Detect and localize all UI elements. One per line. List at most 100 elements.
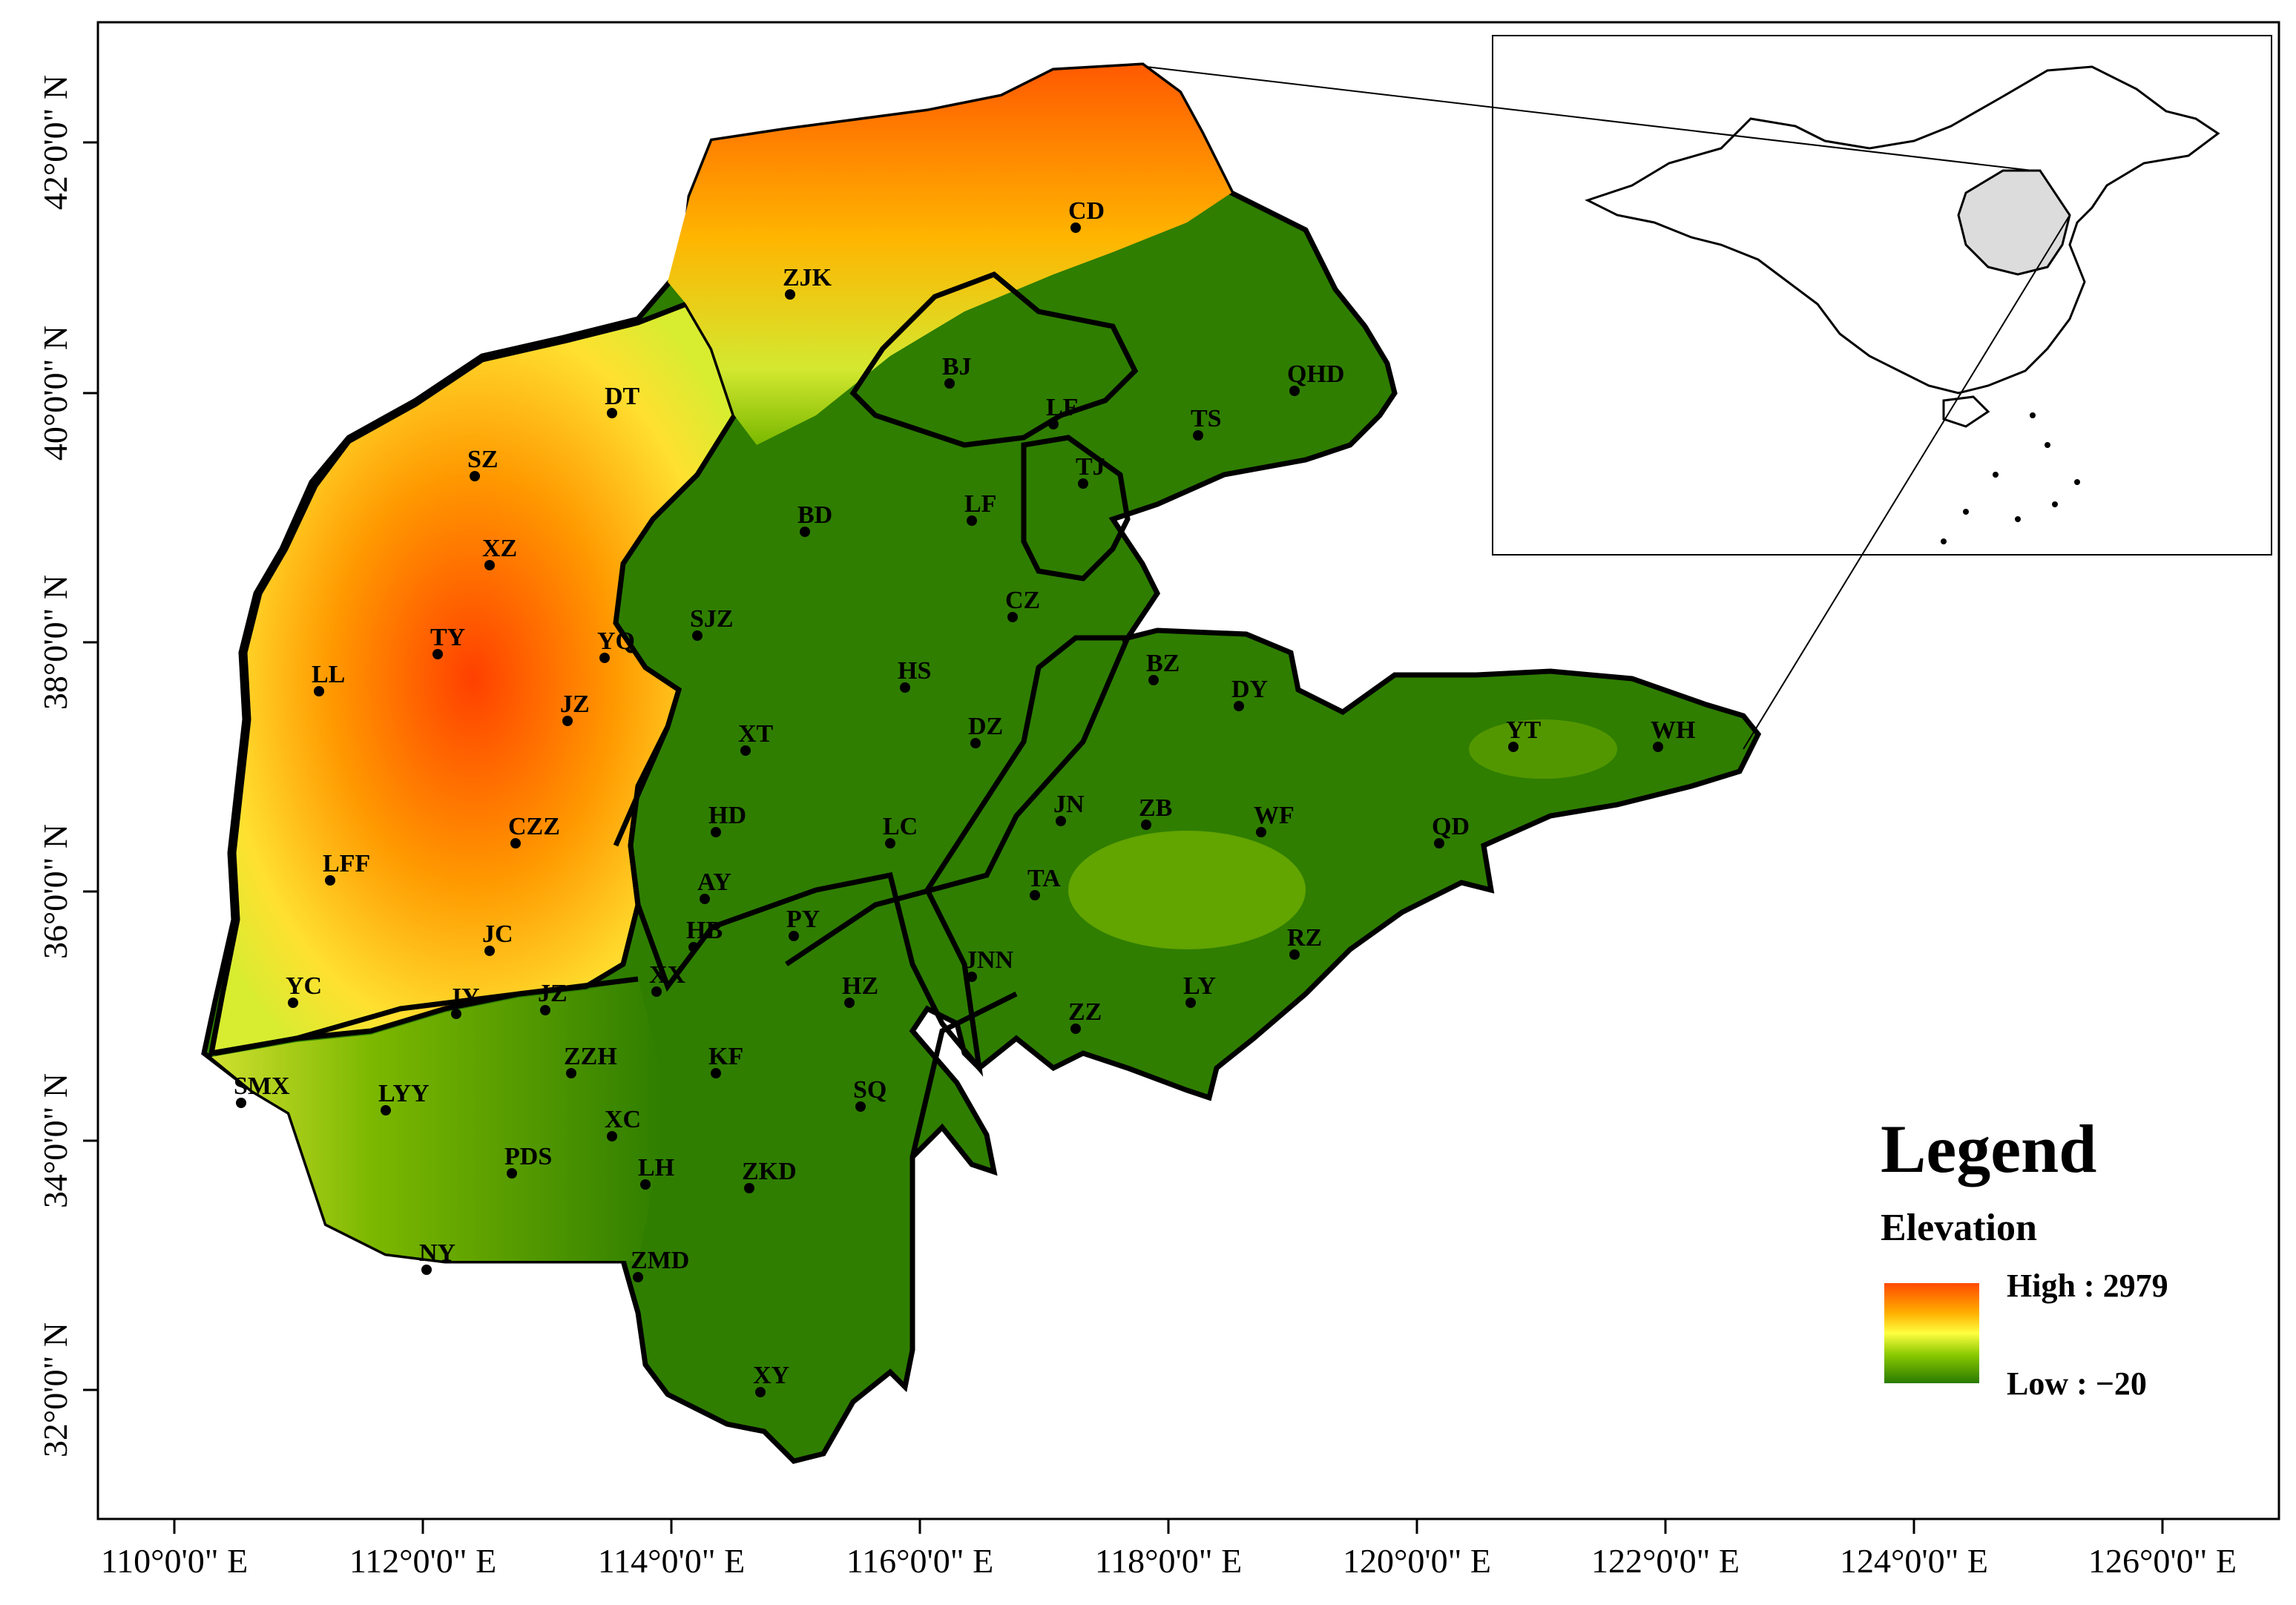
region-north-plateau	[668, 65, 1231, 445]
city-label: HB	[686, 917, 723, 944]
city-marker	[1078, 478, 1088, 489]
city-label: TA	[1027, 865, 1061, 892]
city-marker	[1185, 998, 1196, 1008]
legend-subtitle: Elevation	[1881, 1207, 2037, 1249]
shandong-hills	[1068, 831, 1306, 949]
city-label: CZ	[1005, 587, 1040, 614]
city-marker	[700, 894, 710, 904]
x-tick-label: 118°0'0" E	[1095, 1542, 1242, 1580]
city-marker	[900, 682, 910, 693]
city-marker	[381, 1105, 391, 1115]
city-label: WF	[1254, 802, 1295, 829]
city-marker	[789, 931, 799, 941]
city-label: ZZ	[1068, 998, 1102, 1026]
city-marker	[844, 998, 855, 1008]
region-south-transition	[211, 979, 668, 1261]
city-label: RZ	[1287, 924, 1322, 952]
y-axis: 42°0'0" N 40°0'0" N 38°0'0" N 36°0'0" N 34°0…	[36, 75, 98, 1457]
city-label: JNN	[964, 946, 1014, 974]
city-label: QHD	[1287, 360, 1344, 388]
legend: Legend Elevation High : 2979 Low : −20	[1881, 1111, 2168, 1402]
inset-connector-top	[1145, 66, 2033, 171]
city-marker	[1070, 223, 1081, 233]
city-label: HZ	[842, 972, 878, 1000]
city-marker	[562, 716, 573, 726]
city-label: PY	[786, 906, 820, 933]
city-marker	[599, 653, 610, 663]
city-marker	[1148, 675, 1159, 685]
city-marker	[1234, 701, 1244, 711]
inset-study-area	[1957, 169, 2071, 276]
x-tick-label: 114°0'0" E	[598, 1542, 745, 1580]
city-label: JY	[449, 983, 480, 1011]
city-label: KF	[708, 1043, 743, 1070]
city-label: LH	[638, 1154, 674, 1181]
city-marker	[1289, 949, 1300, 960]
city-marker	[688, 942, 699, 952]
city-label: DY	[1231, 676, 1268, 703]
city-marker	[740, 745, 751, 756]
city-label: LL	[312, 661, 345, 688]
city-marker	[1056, 816, 1066, 826]
city-marker	[755, 1387, 766, 1397]
city-marker	[855, 1101, 866, 1112]
city-label: BZ	[1146, 650, 1180, 677]
city-marker	[970, 738, 981, 748]
x-tick-label: 112°0'0" E	[349, 1542, 496, 1580]
city-label: PDS	[504, 1143, 552, 1170]
city-marker	[1289, 386, 1300, 396]
city-label: LF	[964, 490, 996, 518]
city-marker	[944, 378, 955, 389]
city-label: CD	[1068, 197, 1105, 225]
city-marker	[1193, 430, 1203, 441]
city-label: ZKD	[742, 1158, 797, 1185]
city-marker	[484, 946, 495, 956]
x-tick-label: 116°0'0" E	[846, 1542, 993, 1580]
city-label: ZB	[1139, 794, 1172, 822]
y-tick-label: 32°0'0" N	[36, 1322, 74, 1457]
y-tick-label: 38°0'0" N	[36, 575, 74, 710]
city-label: NY	[419, 1239, 455, 1267]
city-label: XX	[649, 961, 686, 989]
city-label: CZZ	[508, 813, 560, 840]
city-marker	[885, 838, 895, 848]
city-marker	[314, 686, 324, 696]
city-label: ZJK	[783, 264, 832, 291]
y-tick-label: 42°0'0" N	[36, 75, 74, 210]
city-marker	[510, 838, 521, 848]
city-marker	[785, 289, 795, 300]
city-label: JZ	[538, 980, 568, 1007]
city-marker	[607, 1131, 617, 1141]
x-tick-label: 120°0'0" E	[1343, 1542, 1491, 1580]
city-marker	[711, 827, 721, 837]
city-label: HD	[708, 802, 746, 829]
city-marker	[1256, 827, 1266, 837]
city-label: XT	[738, 720, 774, 748]
city-marker	[288, 998, 298, 1008]
city-label: BD	[797, 501, 832, 529]
y-tick-label: 34°0'0" N	[36, 1073, 74, 1208]
city-label: WH	[1651, 716, 1695, 744]
legend-high-label: High : 2979	[2007, 1268, 2168, 1304]
city-marker	[651, 986, 662, 997]
city-marker	[507, 1168, 517, 1179]
city-marker	[692, 630, 703, 641]
city-labels: CD ZJK BJ LF QHD TS TJ DT SZ XZ BD LF CZ SJZ TY YQ LL HS J…	[234, 197, 1695, 1397]
inset-china	[1585, 65, 2220, 428]
city-marker	[967, 972, 977, 982]
city-label: JN	[1053, 791, 1085, 818]
city-marker	[1048, 419, 1059, 429]
x-tick-label: 110°0'0" E	[101, 1542, 248, 1580]
legend-color-ramp	[1884, 1283, 1979, 1383]
city-label: TY	[430, 624, 465, 651]
city-marker	[1030, 890, 1040, 900]
city-marker	[1141, 820, 1151, 830]
city-label: LY	[1183, 972, 1216, 1000]
city-marker	[1508, 742, 1519, 752]
city-marker	[1434, 838, 1444, 848]
jiaodong-hills	[1469, 719, 1617, 779]
city-label: ZZH	[564, 1043, 617, 1070]
city-marker	[1007, 612, 1018, 622]
y-tick-label: 36°0'0" N	[36, 824, 74, 959]
